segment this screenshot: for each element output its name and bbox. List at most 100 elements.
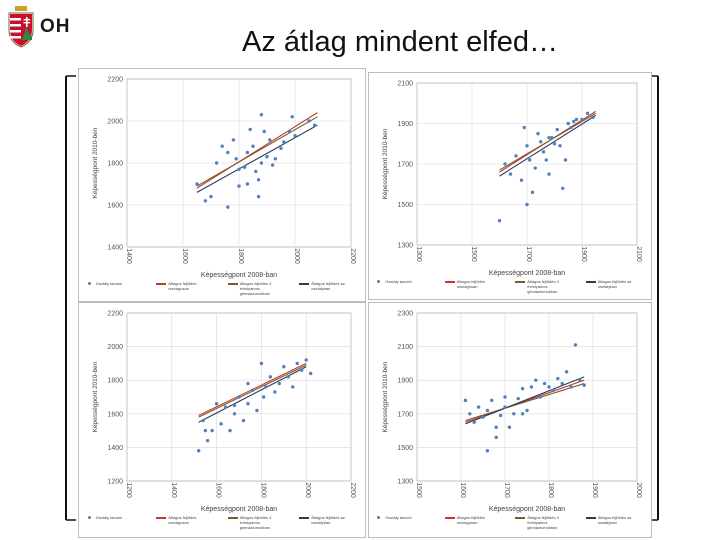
data-point [472,420,476,424]
chart-legend: Osztály tanulói Átlagos fejlődés országos… [369,279,651,297]
data-point [210,428,214,433]
data-point [203,428,208,433]
data-point [228,428,232,433]
y-axis-label: Képességpont 2010-ben [382,361,389,432]
legend-item: Átlagos fejlődés 4 évfolyamos gimnáziumo… [515,279,575,294]
data-point [264,385,268,389]
x-tick-label: 1800 [259,482,266,498]
data-point [265,155,269,159]
plot-area [416,312,638,482]
data-point [241,418,246,423]
legend-item: Osztály tanulói [85,281,145,286]
data-point [259,113,264,117]
data-point [520,386,525,391]
y-tick-label: 1600 [107,203,123,210]
data-point [563,158,568,162]
y-tick-label: 1400 [107,245,123,252]
data-point [556,376,560,381]
legend-label: Átlagos fejlődés országosan [456,515,485,525]
data-point [312,123,317,127]
legend-label: Osztály tanulói [95,281,122,286]
data-point [490,398,494,403]
data-point [254,169,258,174]
legend-label: Átlagos fejlődés 4 évfolyamos gimnáziumo… [527,515,559,530]
data-point [273,157,278,161]
data-point [256,178,261,182]
data-point [242,165,247,169]
data-point [550,135,554,140]
legend-item: Átlagos fejlődés 4 évfolyamos gimnáziumo… [227,515,288,530]
x-tick-label: 1200 [125,482,132,498]
data-point [220,144,224,148]
data-point [566,121,570,126]
data-point [574,117,579,122]
data-point [196,449,201,453]
legend-label: Átlagos fejlődés országosan [456,279,485,289]
data-point [209,194,213,199]
data-point [573,343,578,347]
legend-line-swatch [585,281,596,283]
legend-line-swatch [299,283,310,285]
y-axis-label: Képességpont 2010-ben [92,361,99,432]
data-point [246,381,250,386]
data-point [494,425,498,429]
y-tick-label: 2000 [107,119,123,126]
legend-item: Átlagos fejlődés 4 évfolyamos gimnáziumo… [515,515,575,530]
data-point [231,138,236,142]
x-tick-label: 1400 [170,482,177,498]
x-tick-label: 1700 [525,246,532,262]
data-point [520,412,525,416]
legend-line-swatch [156,283,167,285]
data-point [530,190,535,195]
data-point [282,365,286,369]
legend-point-swatch [87,282,91,285]
trend-line [499,114,597,177]
data-point [525,408,529,413]
legend-label: Átlagos fejlődés az osztályban [597,279,632,289]
chart-legend: Osztály tanulói Átlagos fejlődés országos… [79,281,365,299]
data-point [248,127,252,132]
y-tick-label: 2100 [397,344,413,351]
legend-item: Átlagos fejlődés országosan [156,281,216,291]
data-point [564,370,569,374]
legend-label: Átlagos fejlődés 4 évfolyamos gimnáziumo… [239,281,272,296]
legend-line-swatch [227,517,238,519]
legend-label: Átlagos fejlődés 4 évfolyamos gimnáziumo… [527,279,559,294]
chart-panel-top-left: 1400 1600 1800 2000 2200 2200 2000 1800 1600 1400… [78,68,366,302]
data-point [268,138,272,142]
data-point [307,119,311,123]
legend-label: Átlagos fejlődés 4 évfolyamos gimnáziumo… [239,515,272,530]
logo-text: OH [40,16,71,37]
data-point [262,129,266,134]
data-point [582,383,586,387]
y-tick-label: 1500 [397,445,413,452]
legend-point-swatch [87,516,91,519]
data-point [259,161,264,165]
data-point [268,375,273,379]
legend-label: Átlagos fejlődés az osztályban [311,515,345,525]
data-point [223,405,228,409]
y-tick-label: 2200 [107,311,123,318]
data-point [498,413,503,418]
data-point [232,412,237,416]
data-point [569,125,573,130]
legend-item: Átlagos fejlődés az osztályban [299,281,359,291]
data-point [561,186,565,190]
data-point [234,157,238,161]
data-point [287,129,292,134]
x-tick-label: 1600 [181,248,188,264]
y-tick-label: 1700 [397,162,413,169]
data-point [291,385,295,389]
data-point [232,403,237,408]
data-point [485,449,490,453]
data-point [261,395,266,399]
data-point [578,378,582,382]
x-tick-label: 2200 [349,482,356,498]
trend-line [196,124,318,193]
x-tick-label: 1600 [215,482,222,498]
y-axis-label: Képességpont 2010-ben [92,127,99,198]
data-point [536,131,540,136]
data-point [476,405,481,409]
data-point [528,158,532,162]
data-point [514,154,518,158]
